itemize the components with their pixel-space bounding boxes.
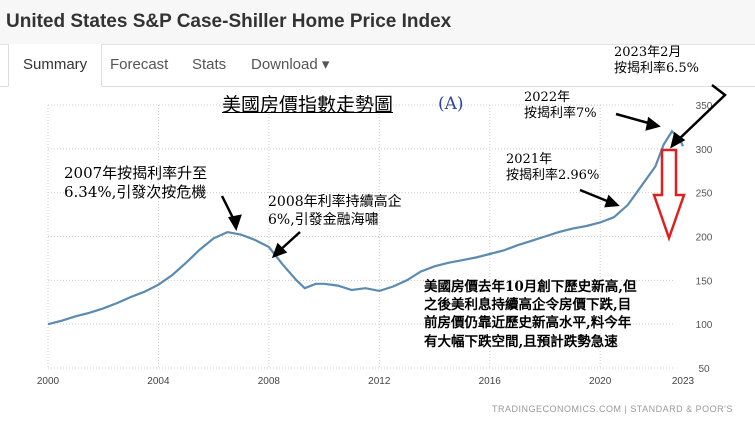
x-tick-label: 2023: [672, 376, 695, 387]
annotation-note: 美國房價去年10月創下歷史新高,但 之後美利息持續高企令房價下跌,目 前房價仍靠近歷…: [424, 279, 637, 350]
annotation-2021: 2021年 按揭利率2.96%: [506, 152, 600, 184]
y-tick-label: 100: [696, 320, 713, 331]
x-tick-label: 2016: [479, 376, 502, 387]
annotation-arrows: [220, 84, 727, 259]
x-tick-label: 2012: [368, 376, 391, 387]
header: United States S&P Case-Shiller Home Pric…: [0, 0, 755, 45]
tab-stats[interactable]: Stats: [192, 56, 227, 73]
annotation-2022: 2022年 按揭利率7%: [524, 90, 597, 122]
x-tick-label: 2008: [258, 376, 281, 387]
x-tick-label: 2020: [589, 376, 612, 387]
tab-bar: Summary Forecast Stats Download ▾: [0, 44, 755, 87]
x-tick-label: 2004: [147, 376, 170, 387]
chart-title-tag: (A): [438, 94, 464, 114]
arrow-2022: [615, 112, 653, 126]
tab-download[interactable]: Download ▾: [251, 56, 330, 73]
x-tick-label: 2000: [37, 376, 60, 387]
y-tick-label: 300: [696, 145, 713, 156]
annotation-2023: 2023年2月 按揭利率6.5%: [614, 45, 700, 77]
annotation-2008: 2008年利率持續高企 6%,引發金融海嘯: [268, 194, 402, 228]
y-tick-label: 350: [696, 101, 713, 112]
series-line: [47, 129, 684, 326]
chart-source: TRADINGECONOMICS.COM | STANDARD & POOR'S: [492, 404, 733, 414]
red-down-arrow-icon: [652, 148, 686, 242]
tab-forecast[interactable]: Forecast: [110, 56, 169, 73]
annotation-2007: 2007年按揭利率升至 6.34%,引發次按危機: [64, 164, 208, 201]
arrow-2023: [675, 84, 727, 143]
y-tick-label: 50: [698, 364, 710, 375]
page-title: United States S&P Case-Shiller Home Pric…: [6, 11, 452, 32]
chart-title: 美國房價指數走勢圖: [222, 94, 394, 116]
y-tick-label: 200: [696, 233, 713, 244]
y-tick-label: 150: [696, 276, 713, 287]
tab-summary[interactable]: Summary: [8, 44, 103, 87]
y-tick-label: 250: [696, 189, 713, 200]
